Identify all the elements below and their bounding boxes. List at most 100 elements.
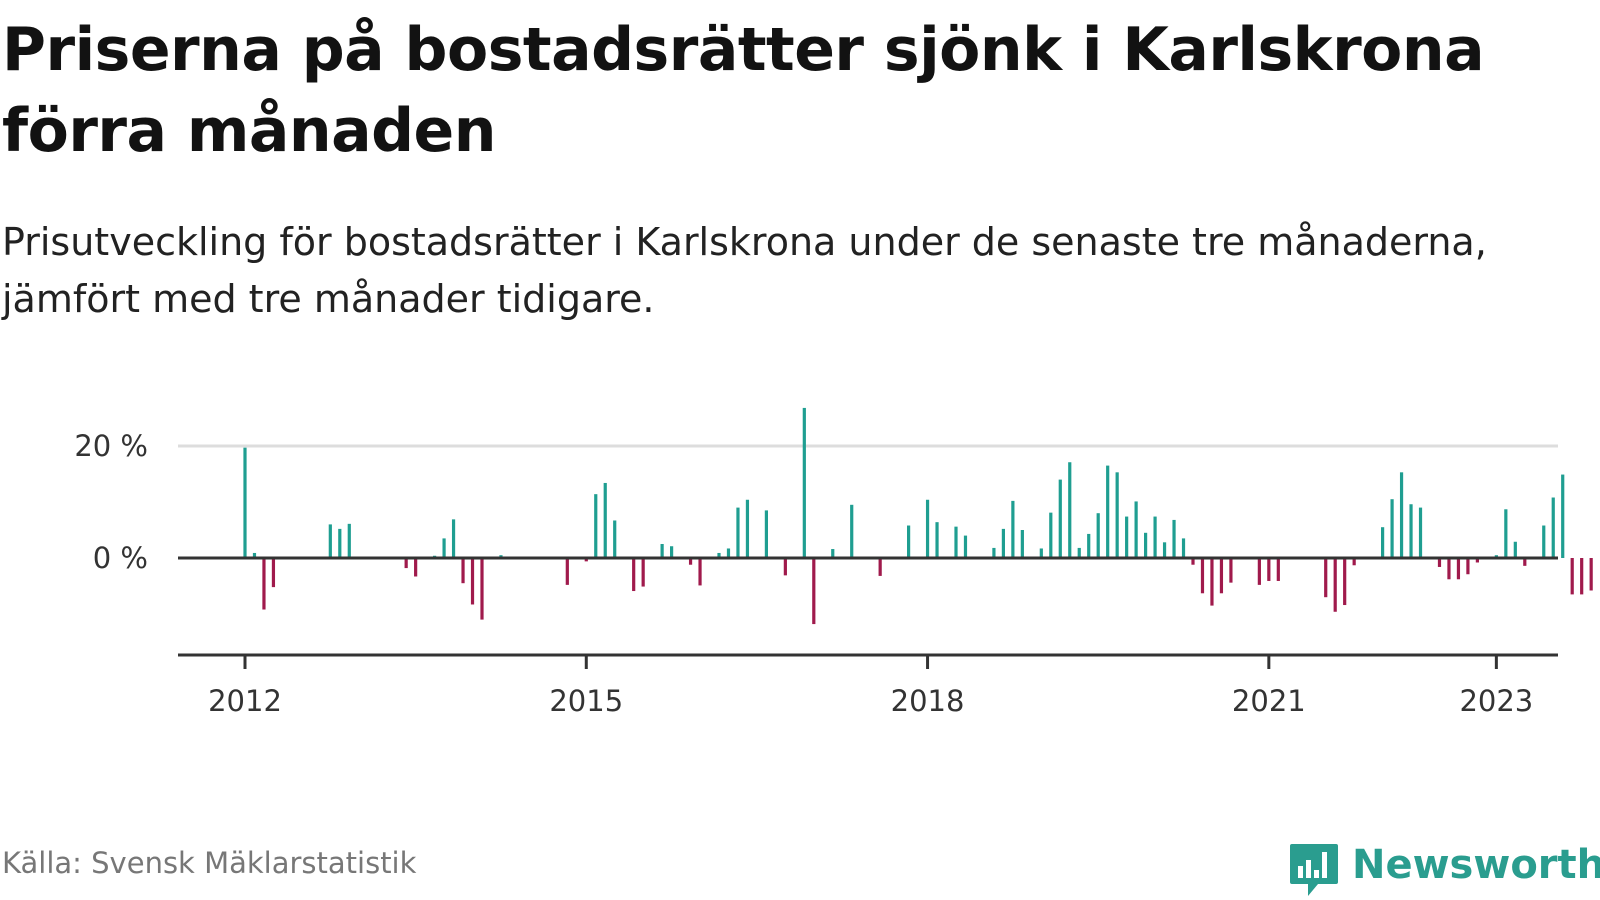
x-tick-label: 2018 (891, 684, 965, 718)
chart-title: Priserna på bostadsrätter sjönk i Karlsk… (2, 15, 1485, 166)
bar (1039, 548, 1043, 558)
bar (1191, 558, 1195, 565)
bar (414, 558, 418, 577)
bar (726, 548, 731, 558)
bar (1570, 558, 1574, 595)
bar (1399, 472, 1404, 558)
y-tick-label: 20 % (74, 429, 148, 463)
bar (1437, 558, 1442, 567)
bar (338, 528, 342, 558)
newsworthy-logo-icon (1290, 844, 1338, 896)
bar (584, 558, 588, 562)
bar (613, 520, 617, 558)
bar (670, 546, 674, 558)
bar (1134, 501, 1138, 558)
bar (736, 507, 740, 558)
bar (907, 525, 911, 558)
bar (1276, 558, 1280, 581)
bar (262, 558, 266, 610)
bar (442, 538, 446, 558)
bar (1343, 558, 1347, 606)
bar (1011, 500, 1015, 558)
bar (1523, 558, 1527, 566)
bar (660, 544, 664, 558)
bar (1058, 479, 1062, 558)
bar (1181, 538, 1186, 558)
bar (1456, 558, 1461, 580)
bar (1589, 558, 1593, 591)
bar (1219, 558, 1224, 594)
bar (1466, 558, 1470, 575)
bar (954, 526, 958, 558)
bar (1210, 558, 1214, 606)
bar (1077, 547, 1081, 558)
bar (1229, 558, 1233, 583)
bar (764, 510, 768, 558)
bar (850, 504, 854, 558)
bar (1542, 525, 1546, 558)
bar (1068, 462, 1072, 558)
chart-subtitle: Prisutveckling för bostadsrätter i Karls… (2, 220, 1487, 321)
bar (1504, 509, 1508, 558)
x-tick-label: 2015 (549, 684, 623, 718)
bar (831, 549, 835, 558)
bar (1200, 558, 1205, 594)
bar (925, 499, 930, 558)
bar (347, 523, 351, 558)
bar (641, 558, 645, 587)
bar (243, 447, 247, 558)
bar (565, 558, 569, 585)
bar (1475, 558, 1479, 563)
bar (1324, 558, 1328, 598)
bar (1551, 497, 1555, 558)
bar (1352, 558, 1356, 566)
x-tick-label: 2021 (1232, 684, 1306, 718)
bar (878, 558, 882, 576)
bar (688, 558, 693, 565)
brand-name: Newsworthy (1352, 842, 1600, 888)
bar (745, 499, 750, 558)
bar (271, 558, 276, 588)
bar (1513, 541, 1517, 558)
bar (1153, 516, 1157, 558)
x-tick-label: 2012 (208, 684, 282, 718)
bar (1561, 474, 1565, 558)
bar (1409, 504, 1413, 558)
bars-layer (243, 407, 1593, 625)
source-note: Källa: Svensk Mäklarstatistik (2, 846, 417, 880)
bar (1162, 542, 1167, 558)
bar (1418, 507, 1423, 558)
bar (1144, 532, 1148, 558)
bar (1125, 516, 1129, 558)
bar (1106, 465, 1110, 558)
bar (1381, 527, 1385, 558)
bar (1172, 519, 1176, 558)
bar (594, 494, 598, 558)
bar (632, 558, 636, 592)
bar (992, 547, 996, 558)
bar (1333, 558, 1337, 612)
bar (451, 519, 456, 558)
bar (328, 524, 332, 558)
bar (1096, 513, 1100, 558)
bar (404, 558, 408, 569)
bar (935, 522, 939, 558)
bar (252, 552, 257, 558)
bar (470, 558, 475, 605)
bar (698, 558, 702, 586)
bar (717, 552, 721, 558)
bar (1267, 558, 1271, 581)
bar (461, 558, 465, 584)
bar (480, 558, 484, 620)
bar (1257, 558, 1261, 585)
bar (603, 482, 607, 558)
bar (1447, 558, 1451, 580)
bar (1020, 530, 1024, 558)
bar (783, 558, 787, 576)
bar (1087, 533, 1091, 558)
bar (1049, 512, 1053, 558)
axis-layer (178, 556, 1558, 669)
bar (1390, 499, 1394, 558)
